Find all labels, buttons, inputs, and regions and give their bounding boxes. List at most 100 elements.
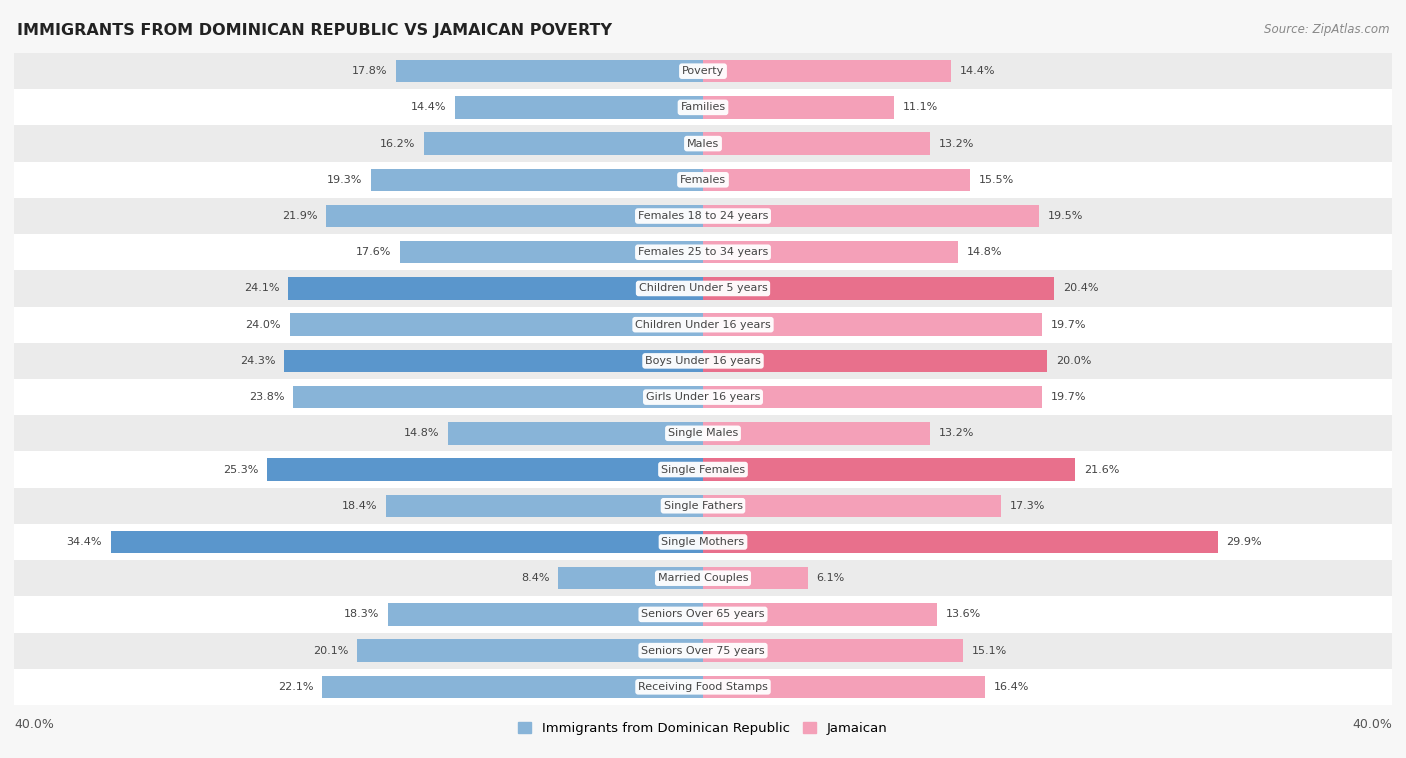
- Text: 19.7%: 19.7%: [1050, 320, 1087, 330]
- Bar: [14, 89, 1392, 126]
- Text: 40.0%: 40.0%: [1353, 718, 1392, 731]
- Text: Males: Males: [688, 139, 718, 149]
- Bar: [14, 271, 1392, 306]
- Text: 22.1%: 22.1%: [278, 682, 314, 692]
- Bar: [703, 422, 931, 444]
- Text: Females: Females: [681, 175, 725, 185]
- Text: Source: ZipAtlas.com: Source: ZipAtlas.com: [1264, 23, 1389, 36]
- Text: 14.4%: 14.4%: [411, 102, 446, 112]
- Bar: [288, 277, 703, 299]
- Bar: [703, 459, 1076, 481]
- Bar: [703, 349, 1047, 372]
- Text: 25.3%: 25.3%: [224, 465, 259, 475]
- Text: Single Mothers: Single Mothers: [661, 537, 745, 547]
- Bar: [14, 597, 1392, 632]
- Bar: [371, 168, 703, 191]
- Bar: [703, 168, 970, 191]
- Bar: [14, 632, 1392, 669]
- Text: Poverty: Poverty: [682, 66, 724, 76]
- Text: Receiving Food Stamps: Receiving Food Stamps: [638, 682, 768, 692]
- Bar: [449, 422, 703, 444]
- Text: 13.2%: 13.2%: [939, 139, 974, 149]
- Text: 6.1%: 6.1%: [817, 573, 845, 583]
- Bar: [14, 306, 1392, 343]
- Text: Single Males: Single Males: [668, 428, 738, 438]
- Bar: [14, 343, 1392, 379]
- Bar: [14, 198, 1392, 234]
- Bar: [14, 669, 1392, 705]
- Bar: [703, 603, 938, 625]
- Text: 34.4%: 34.4%: [66, 537, 101, 547]
- Bar: [703, 277, 1054, 299]
- Text: Children Under 16 years: Children Under 16 years: [636, 320, 770, 330]
- Bar: [284, 349, 703, 372]
- Bar: [396, 60, 703, 83]
- Text: 17.3%: 17.3%: [1010, 501, 1045, 511]
- Text: Children Under 5 years: Children Under 5 years: [638, 283, 768, 293]
- Bar: [703, 567, 808, 590]
- Bar: [111, 531, 703, 553]
- Text: 23.8%: 23.8%: [249, 392, 284, 402]
- Text: 17.8%: 17.8%: [353, 66, 388, 76]
- Text: 19.3%: 19.3%: [326, 175, 361, 185]
- Bar: [456, 96, 703, 118]
- Text: Girls Under 16 years: Girls Under 16 years: [645, 392, 761, 402]
- Bar: [703, 314, 1042, 336]
- Legend: Immigrants from Dominican Republic, Jamaican: Immigrants from Dominican Republic, Jama…: [513, 717, 893, 741]
- Bar: [14, 452, 1392, 487]
- Bar: [267, 459, 703, 481]
- Bar: [703, 386, 1042, 409]
- Text: Seniors Over 65 years: Seniors Over 65 years: [641, 609, 765, 619]
- Text: 19.5%: 19.5%: [1047, 211, 1083, 221]
- Text: 24.3%: 24.3%: [240, 356, 276, 366]
- Text: IMMIGRANTS FROM DOMINICAN REPUBLIC VS JAMAICAN POVERTY: IMMIGRANTS FROM DOMINICAN REPUBLIC VS JA…: [17, 23, 612, 38]
- Text: 17.6%: 17.6%: [356, 247, 391, 257]
- Bar: [703, 133, 931, 155]
- Text: 20.1%: 20.1%: [312, 646, 349, 656]
- Bar: [14, 53, 1392, 89]
- Text: Females 25 to 34 years: Females 25 to 34 years: [638, 247, 768, 257]
- Bar: [703, 494, 1001, 517]
- Bar: [357, 640, 703, 662]
- Bar: [703, 640, 963, 662]
- Text: 20.4%: 20.4%: [1063, 283, 1098, 293]
- Bar: [14, 524, 1392, 560]
- Bar: [14, 415, 1392, 452]
- Bar: [703, 531, 1218, 553]
- Text: 13.6%: 13.6%: [946, 609, 981, 619]
- Text: 11.1%: 11.1%: [903, 102, 938, 112]
- Text: 24.1%: 24.1%: [243, 283, 280, 293]
- Bar: [399, 241, 703, 264]
- Text: 19.7%: 19.7%: [1050, 392, 1087, 402]
- Text: 24.0%: 24.0%: [246, 320, 281, 330]
- Text: 14.4%: 14.4%: [960, 66, 995, 76]
- Text: 15.1%: 15.1%: [972, 646, 1007, 656]
- Bar: [14, 234, 1392, 271]
- Bar: [14, 161, 1392, 198]
- Text: 21.9%: 21.9%: [281, 211, 318, 221]
- Bar: [387, 494, 703, 517]
- Bar: [322, 675, 703, 698]
- Text: Families: Families: [681, 102, 725, 112]
- Bar: [326, 205, 703, 227]
- Text: 16.4%: 16.4%: [994, 682, 1029, 692]
- Bar: [703, 675, 986, 698]
- Bar: [290, 314, 703, 336]
- Bar: [14, 560, 1392, 597]
- Text: 18.3%: 18.3%: [344, 609, 380, 619]
- Text: Boys Under 16 years: Boys Under 16 years: [645, 356, 761, 366]
- Bar: [14, 379, 1392, 415]
- Bar: [703, 60, 950, 83]
- Text: 14.8%: 14.8%: [404, 428, 440, 438]
- Text: 14.8%: 14.8%: [966, 247, 1002, 257]
- Bar: [14, 126, 1392, 161]
- Text: 40.0%: 40.0%: [14, 718, 53, 731]
- Text: 20.0%: 20.0%: [1056, 356, 1091, 366]
- Text: 16.2%: 16.2%: [380, 139, 415, 149]
- Text: Single Fathers: Single Fathers: [664, 501, 742, 511]
- Bar: [292, 386, 703, 409]
- Bar: [14, 487, 1392, 524]
- Text: 29.9%: 29.9%: [1226, 537, 1263, 547]
- Bar: [388, 603, 703, 625]
- Text: 8.4%: 8.4%: [522, 573, 550, 583]
